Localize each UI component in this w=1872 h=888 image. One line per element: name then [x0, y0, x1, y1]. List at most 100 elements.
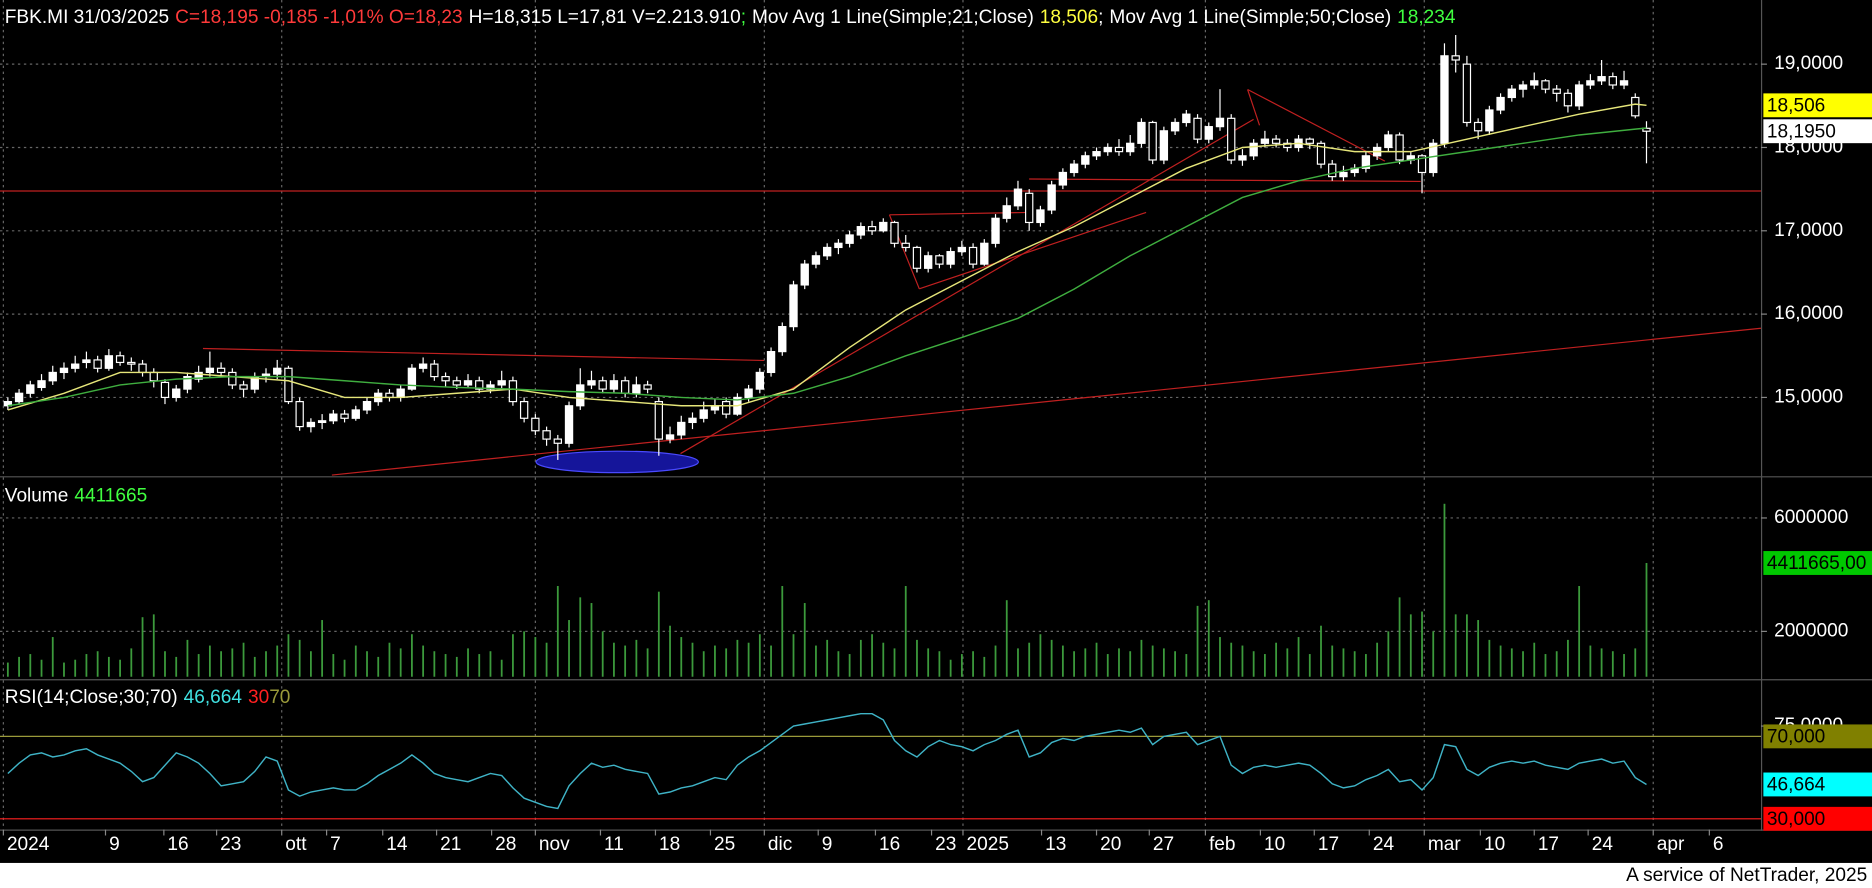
drawings [0, 88, 1762, 476]
y-tick-label: 17,0000 [1774, 220, 1843, 241]
volume-bar [758, 634, 761, 677]
volume-bar [85, 654, 88, 677]
volume-bar [422, 645, 425, 677]
candle-body [620, 380, 630, 394]
candle-body [26, 384, 35, 394]
volume-bar [848, 654, 851, 677]
volume-bar [669, 625, 671, 677]
y-tick-label: 2000000 [1774, 620, 1848, 641]
candle-body [441, 376, 450, 382]
footer-bar [0, 862, 1872, 888]
y-tick-label: 19,0000 [1774, 53, 1843, 74]
volume-bar [916, 639, 918, 677]
candle-body [1518, 84, 1528, 90]
candle-body [1249, 142, 1258, 157]
candle-body [115, 355, 125, 364]
volume-bar [1466, 614, 1468, 677]
candle-body [598, 380, 607, 390]
candle-body [273, 367, 282, 375]
candle-body [329, 413, 338, 422]
candle-body [968, 246, 978, 265]
candle-body [912, 246, 922, 269]
volume-bar [51, 637, 54, 677]
x-tick-label: 16 [167, 834, 188, 855]
candle-body [677, 421, 686, 436]
volume-bar [1005, 600, 1008, 677]
volume-bar [343, 659, 346, 677]
y-tick-label: 16,0000 [1774, 303, 1843, 324]
candle-body [508, 380, 518, 403]
volume-bar [646, 648, 649, 677]
volume-bar [186, 639, 189, 677]
volume-bar [949, 659, 952, 677]
candle-body [856, 226, 866, 236]
volume-bar [871, 634, 873, 677]
candle-body [1081, 155, 1090, 165]
candle-body [475, 380, 484, 390]
x-tick-label: 7 [330, 834, 341, 855]
candle-body [1328, 163, 1337, 178]
x-tick-label: 23 [220, 834, 241, 855]
candle-body [306, 421, 316, 428]
candle-body [172, 388, 181, 399]
volume-bar [1409, 614, 1412, 677]
candle-body [1238, 155, 1247, 161]
volume-bar [444, 654, 447, 677]
volume-bar [74, 659, 77, 677]
candle-body [531, 417, 540, 432]
candle-body [1013, 188, 1023, 207]
candle-body [1204, 126, 1213, 140]
candle-body [1092, 151, 1101, 157]
volume-bar [1544, 654, 1547, 677]
candle-body [632, 384, 641, 394]
trend-line [331, 327, 1762, 476]
volume-bar [994, 645, 997, 677]
volume-bar [826, 639, 829, 677]
volume-bar [1320, 625, 1322, 677]
volume-bar [747, 642, 750, 677]
volume-bar [601, 631, 604, 677]
x-tick-label: 24 [1592, 834, 1614, 855]
volume-bar [1477, 620, 1480, 677]
moving-average-line [7, 127, 1647, 407]
volume-bar [1365, 654, 1367, 677]
candle-body [59, 367, 69, 374]
candle-body [1608, 76, 1617, 86]
volume-bar [702, 651, 705, 677]
volume-bar [556, 586, 559, 677]
candle-body [935, 255, 944, 265]
volume-bar [534, 637, 537, 677]
trend-line [919, 211, 1147, 290]
volume-bar [1499, 645, 1502, 677]
volume-bar [164, 651, 166, 677]
candle-body [284, 367, 293, 403]
candle-body [1361, 155, 1371, 169]
candle-body [890, 221, 899, 244]
volume-bar [960, 654, 963, 677]
volume-bar [1028, 642, 1031, 677]
volume-bar [736, 639, 739, 677]
x-tick-label: 10 [1484, 834, 1505, 855]
volume-bar [231, 648, 234, 677]
volume-bar [680, 637, 683, 677]
candle-body [1462, 63, 1472, 124]
candle-body [127, 361, 136, 365]
candle-body [1541, 80, 1550, 90]
x-tick-label: nov [539, 834, 570, 855]
candle-body [924, 255, 933, 269]
candle-body [239, 384, 248, 390]
volume-bar [478, 654, 481, 677]
x-tick-label: 2024 [7, 834, 50, 855]
volume-bar [859, 639, 862, 677]
volume-bar [635, 639, 638, 677]
legend-ma21-value: 18,506 [1040, 7, 1098, 28]
volume-bar [298, 639, 301, 677]
candle-body [1227, 117, 1236, 161]
candle-body [1339, 171, 1348, 178]
x-tick-label: 14 [386, 834, 408, 855]
volume-bar [208, 645, 211, 677]
volume-bar [1050, 639, 1053, 677]
value-box-label: 46,664 [1767, 775, 1826, 796]
candle-body [755, 371, 765, 390]
